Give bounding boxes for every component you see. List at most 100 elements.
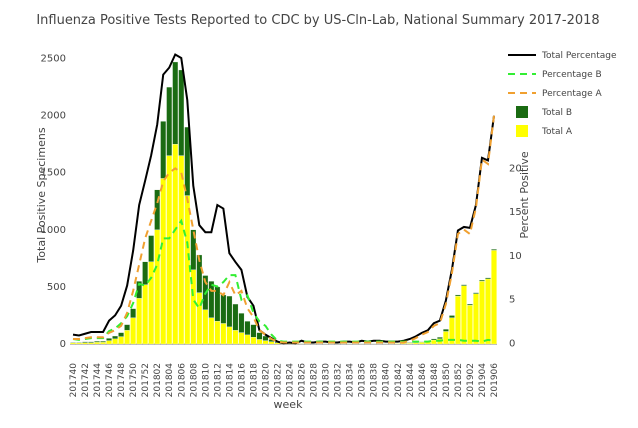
x-tick-label: 201828 bbox=[310, 363, 320, 398]
x-axis-title: week bbox=[274, 398, 304, 411]
x-tick-label: 201840 bbox=[382, 363, 392, 398]
x-tick-label: 201824 bbox=[286, 363, 296, 398]
legend-label: Total Percentage bbox=[541, 51, 617, 61]
x-tick-label: 201816 bbox=[237, 363, 247, 398]
bar bbox=[154, 230, 159, 344]
bar bbox=[118, 337, 123, 344]
x-tick-label: 201750 bbox=[129, 363, 139, 398]
bar bbox=[479, 281, 484, 344]
bar bbox=[251, 325, 256, 338]
y2-tick-label: 5 bbox=[509, 295, 515, 306]
bar bbox=[245, 321, 250, 335]
bar bbox=[239, 313, 244, 332]
bar bbox=[419, 342, 424, 344]
bar bbox=[431, 339, 436, 340]
chart-title: Influenza Positive Tests Reported to CDC… bbox=[36, 13, 599, 28]
bar bbox=[221, 295, 226, 324]
x-tick-label: 201852 bbox=[454, 363, 464, 397]
legend-swatch bbox=[516, 125, 528, 137]
bar bbox=[209, 318, 214, 344]
bar bbox=[94, 342, 99, 344]
bar bbox=[245, 335, 250, 344]
y-tick-label: 0 bbox=[60, 339, 66, 350]
bar bbox=[233, 330, 238, 344]
x-tick-label: 201808 bbox=[189, 363, 199, 398]
x-tick-label: 201904 bbox=[478, 363, 488, 398]
bar bbox=[161, 121, 166, 178]
bar bbox=[106, 341, 111, 344]
x-tick-label: 201810 bbox=[201, 363, 211, 398]
bar bbox=[148, 236, 153, 262]
y2-tick-label: 10 bbox=[509, 251, 522, 262]
bar bbox=[82, 342, 87, 343]
x-tick-label: 201820 bbox=[261, 363, 271, 398]
y-tick-label: 1500 bbox=[41, 168, 66, 179]
x-tick-label: 201844 bbox=[406, 363, 416, 398]
legend-label: Percentage A bbox=[542, 89, 602, 99]
bar bbox=[142, 262, 147, 285]
x-tick-label: 201832 bbox=[334, 363, 344, 397]
bar bbox=[455, 295, 460, 296]
x-tick-label: 201834 bbox=[346, 363, 356, 398]
bar bbox=[473, 294, 478, 344]
bar bbox=[179, 156, 184, 344]
bar bbox=[88, 343, 93, 344]
bar bbox=[124, 325, 129, 331]
bar bbox=[173, 62, 178, 144]
bar bbox=[215, 287, 220, 321]
x-tick-label: 201846 bbox=[418, 363, 428, 398]
x-tick-label: 201826 bbox=[298, 363, 308, 398]
bar bbox=[124, 330, 129, 344]
legend-label: Total B bbox=[541, 108, 572, 118]
x-tick-label: 201818 bbox=[249, 363, 259, 398]
bar bbox=[197, 293, 202, 344]
line-series bbox=[73, 55, 494, 344]
bar bbox=[221, 323, 226, 344]
bar bbox=[136, 298, 141, 344]
bar bbox=[269, 342, 274, 344]
x-tick-label: 201850 bbox=[442, 363, 452, 398]
bar bbox=[112, 339, 117, 344]
x-tick-label: 201830 bbox=[322, 363, 332, 398]
bar bbox=[130, 318, 135, 344]
bar bbox=[485, 279, 490, 344]
x-tick-label: 201902 bbox=[466, 363, 476, 397]
x-tick-label: 201814 bbox=[225, 363, 235, 398]
bar bbox=[467, 304, 472, 305]
bar bbox=[473, 293, 478, 294]
bar bbox=[161, 178, 166, 344]
bar bbox=[209, 281, 214, 318]
bar bbox=[239, 333, 244, 344]
bar bbox=[467, 305, 472, 344]
bar bbox=[94, 341, 99, 342]
x-tick-label: 201802 bbox=[153, 363, 163, 397]
x-tick-label: 201746 bbox=[105, 363, 115, 398]
x-tick-label: 201842 bbox=[394, 363, 404, 397]
bar bbox=[203, 310, 208, 344]
bar bbox=[455, 296, 460, 344]
bar bbox=[215, 321, 220, 344]
bar bbox=[461, 286, 466, 344]
bar bbox=[100, 341, 105, 342]
bar bbox=[148, 262, 153, 344]
bar bbox=[88, 342, 93, 343]
bar bbox=[76, 342, 81, 343]
bar bbox=[106, 338, 111, 340]
x-tick-label: 201742 bbox=[81, 363, 91, 397]
bar bbox=[167, 156, 172, 344]
bar bbox=[263, 341, 268, 344]
bar bbox=[431, 340, 436, 344]
x-tick-label: 201806 bbox=[177, 363, 187, 398]
bar bbox=[491, 249, 496, 250]
y-tick-label: 500 bbox=[47, 282, 66, 293]
legend-label: Percentage B bbox=[542, 70, 602, 80]
x-tick-label: 201906 bbox=[490, 363, 500, 398]
bar bbox=[173, 144, 178, 344]
bar bbox=[443, 331, 448, 344]
bar bbox=[100, 342, 105, 344]
bar bbox=[491, 250, 496, 344]
bar bbox=[76, 343, 81, 344]
bar bbox=[167, 87, 172, 156]
y-tick-label: 2000 bbox=[41, 111, 66, 122]
bar bbox=[407, 343, 412, 344]
